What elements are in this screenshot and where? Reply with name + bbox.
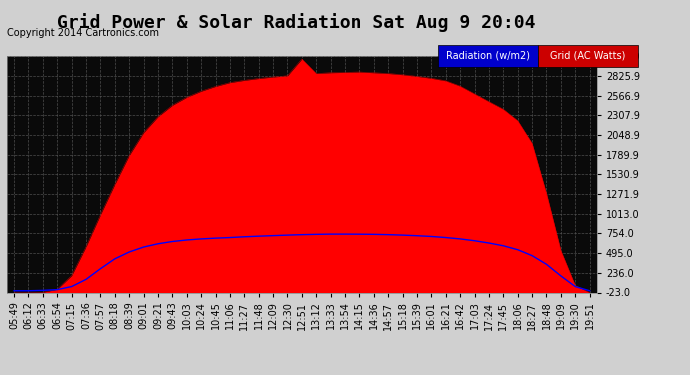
Text: Radiation (w/m2): Radiation (w/m2) [446, 51, 530, 61]
Text: Grid Power & Solar Radiation Sat Aug 9 20:04: Grid Power & Solar Radiation Sat Aug 9 2… [57, 13, 536, 32]
Text: Copyright 2014 Cartronics.com: Copyright 2014 Cartronics.com [7, 28, 159, 38]
Text: Grid (AC Watts): Grid (AC Watts) [550, 51, 626, 61]
